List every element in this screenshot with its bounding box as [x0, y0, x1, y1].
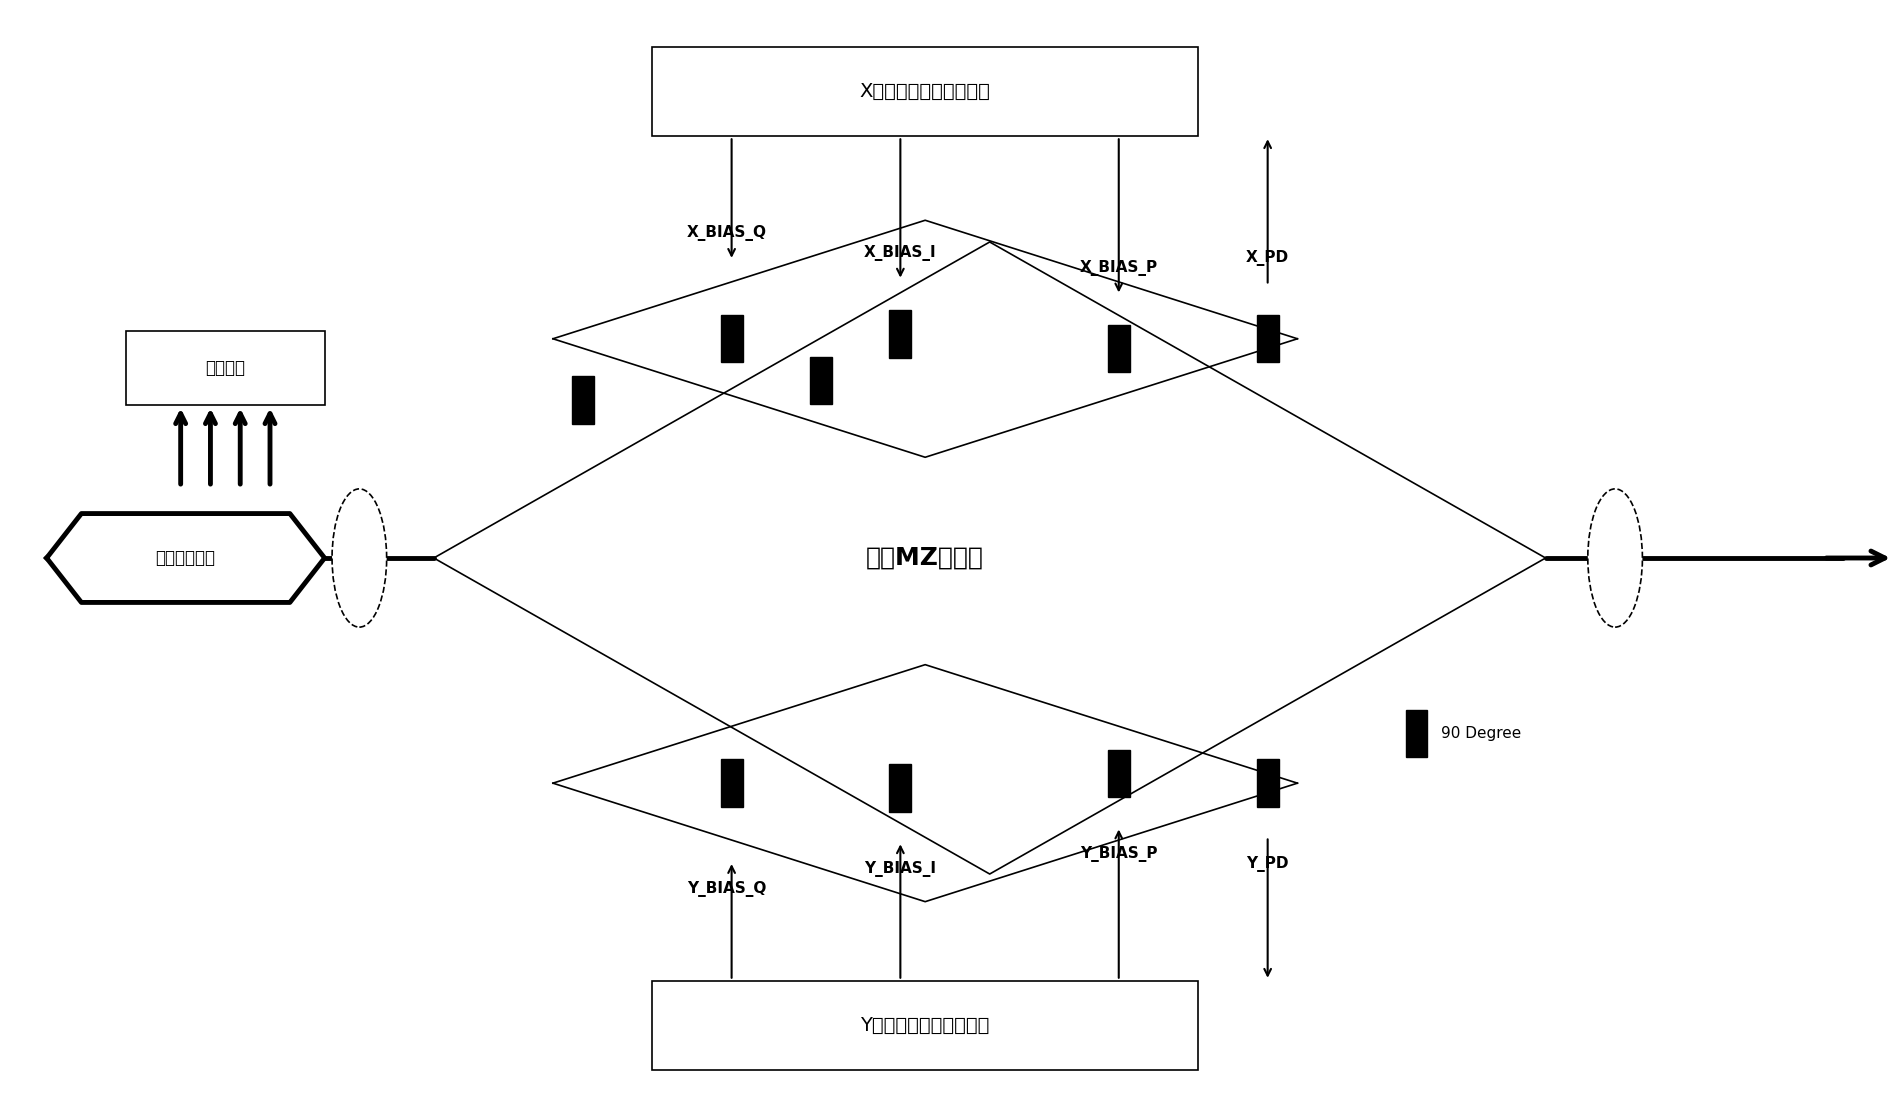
Bar — [889, 310, 912, 357]
Bar — [720, 760, 743, 807]
Polygon shape — [48, 513, 325, 603]
Bar — [1108, 750, 1130, 797]
Bar — [125, 331, 325, 405]
Ellipse shape — [332, 489, 386, 627]
Text: Y_PD: Y_PD — [1246, 856, 1288, 873]
Text: X_BIAS_I: X_BIAS_I — [864, 244, 937, 261]
Bar — [652, 981, 1199, 1069]
Text: Y偏振态自动偏置控制器: Y偏振态自动偏置控制器 — [861, 1016, 990, 1035]
Bar — [809, 356, 832, 404]
Bar — [1406, 710, 1427, 758]
Text: Y_BIAS_P: Y_BIAS_P — [1079, 846, 1157, 863]
Bar — [1256, 315, 1279, 363]
Text: Y_BIAS_I: Y_BIAS_I — [864, 862, 937, 877]
Bar — [889, 764, 912, 811]
Text: X_PD: X_PD — [1246, 250, 1290, 266]
Text: 可调谐激光器: 可调谐激光器 — [156, 549, 215, 567]
Bar — [1256, 760, 1279, 807]
Bar — [720, 315, 743, 363]
Text: X_BIAS_Q: X_BIAS_Q — [686, 225, 766, 241]
Text: 数据信号: 数据信号 — [205, 359, 245, 377]
Text: X_BIAS_P: X_BIAS_P — [1079, 260, 1157, 276]
Text: 90 Degree: 90 Degree — [1442, 727, 1522, 741]
Ellipse shape — [1588, 489, 1642, 627]
Bar — [652, 48, 1199, 136]
Bar — [1108, 325, 1130, 373]
Text: Y_BIAS_Q: Y_BIAS_Q — [688, 881, 766, 897]
Bar — [572, 376, 593, 424]
Text: 多路MZ调制器: 多路MZ调制器 — [866, 546, 984, 570]
Text: X偏振态自动偏置控制器: X偏振态自动偏置控制器 — [859, 83, 990, 102]
